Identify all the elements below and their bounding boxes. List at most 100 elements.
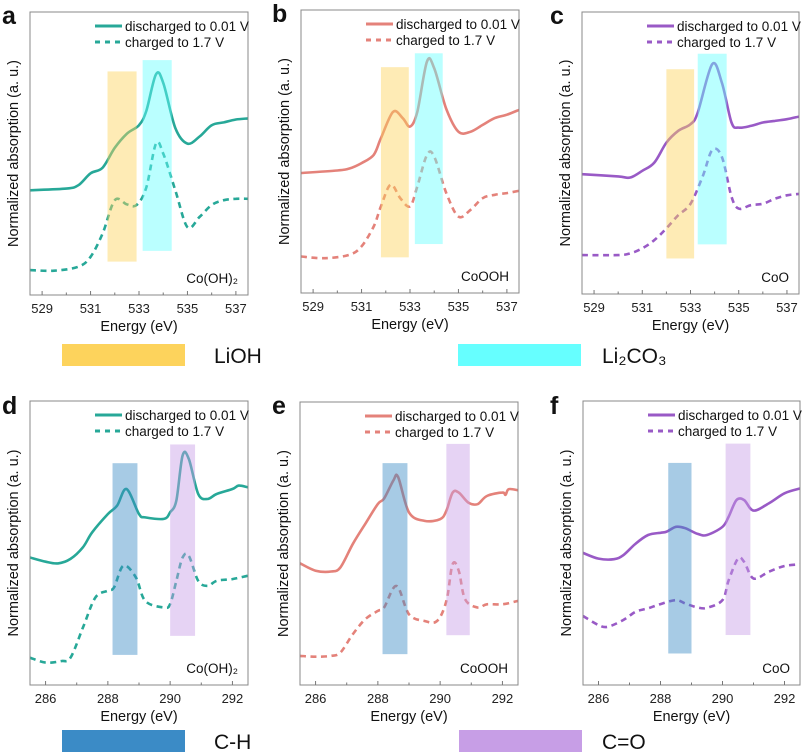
legend-label: discharged to 0.01 V [125,19,249,34]
legend-label: charged to 1.7 V [125,424,224,439]
x-tick-label: 533 [680,300,702,315]
plot-frame [29,11,249,296]
legend-label: discharged to 0.01 V [125,408,249,423]
band-second [697,53,727,245]
plot-frame [300,9,520,294]
key-swatch [459,730,582,752]
band-first [112,463,138,655]
panel-label: e [272,392,286,420]
panel-a: a 529 531 533 535 537 Energy (eV) Normalized ab… [2,2,249,335]
key-swatch [62,730,185,752]
band-second [446,443,470,636]
panel-label: d [2,392,17,420]
panel-d: d 286 288 290 292 Energy (eV) Normalized absor… [2,392,249,725]
series-discharged-line [29,71,249,192]
y-axis-label: Normalized absorption (a. u.) [6,450,22,637]
legend-label: discharged to 0.01 V [678,408,802,423]
band-first [666,69,695,259]
x-tick-label: 529 [31,301,53,316]
x-tick-label: 537 [225,301,247,316]
series-charged-line [581,147,800,257]
x-tick-label: 288 [650,691,672,706]
y-axis-label: Normalized absorption (a. u.) [276,450,292,637]
plot-frame [299,401,519,686]
series-charged-line [29,140,249,273]
x-tick-label: 286 [35,691,57,706]
y-axis-label: Normalized absorption (a. u.) [6,60,22,247]
band-first [107,71,137,262]
sample-label: Co(OH)₂ [186,661,238,676]
x-tick-label: 533 [399,299,421,314]
key-label: C-H [214,731,251,754]
legend-label: discharged to 0.01 V [395,409,519,424]
key-2: C-H [62,730,251,754]
sample-label: CoOOH [461,269,509,284]
key-label: LiOH [214,345,262,368]
band-second [142,60,172,251]
band-first [380,67,409,258]
x-tick-label: 537 [776,300,798,315]
key-0: LiOH [62,344,262,368]
panel-f: f 286 288 290 292 Energy (eV) Normalized absor… [550,392,802,725]
x-axis-label: Energy (eV) [652,318,729,334]
x-tick-label: 292 [222,691,244,706]
legend-label: charged to 1.7 V [677,35,776,50]
x-tick-label: 288 [367,691,389,706]
x-tick-label: 290 [429,691,451,706]
legend-label: charged to 1.7 V [678,424,777,439]
key-label: C=O [602,731,646,754]
sample-label: CoO [762,661,790,676]
band-first [668,462,692,654]
y-axis-label: Normalized absorption (a. u.) [558,60,574,247]
key-label: Li₂CO₃ [602,345,667,368]
series-discharged-line [582,487,801,561]
x-tick-label: 535 [177,301,199,316]
key-swatch [62,344,185,366]
x-tick-label: 533 [128,301,150,316]
series-charged-line [300,150,520,260]
panel-label: b [272,0,287,28]
x-axis-label: Energy (eV) [370,709,447,725]
x-tick-label: 288 [97,691,119,706]
panel-c: c 529 531 533 535 537 Energy (eV) Normalized ab… [550,2,801,334]
y-axis-label: Normalized absorption (a. u.) [559,450,575,637]
legend-label: charged to 1.7 V [125,35,224,50]
band-second [725,443,751,636]
series-discharged-line [300,57,520,175]
legend-label: charged to 1.7 V [396,33,495,48]
key-1: Li₂CO₃ [458,344,667,368]
series-charged-line [582,556,801,629]
legend-label: discharged to 0.01 V [396,17,520,32]
x-tick-label: 286 [305,691,327,706]
x-tick-label: 292 [492,691,514,706]
x-tick-label: 531 [351,299,373,314]
legend-label: discharged to 0.01 V [677,19,801,34]
band-second [170,444,196,636]
panel-e: e 286 288 290 292 Energy (eV) Normalized absor… [272,392,519,725]
x-axis-label: Energy (eV) [653,709,730,725]
series-charged-line [29,552,249,665]
x-tick-label: 529 [302,299,324,314]
y-axis-label: Normalized absorption (a. u.) [277,58,293,245]
series-discharged-line [29,450,249,565]
x-tick-label: 292 [774,691,796,706]
band-second [414,53,443,245]
x-tick-label: 535 [728,300,750,315]
panel-label: c [550,2,564,30]
sample-label: Co(OH)₂ [186,271,238,286]
panel-label: a [2,2,17,30]
x-axis-label: Energy (eV) [100,319,177,335]
key-swatch [458,344,581,366]
x-tick-label: 290 [159,691,181,706]
x-tick-label: 290 [712,691,734,706]
plot-frame [29,400,249,686]
x-tick-label: 529 [583,300,605,315]
x-tick-label: 531 [80,301,102,316]
sample-label: CoOOH [460,661,508,676]
x-tick-label: 286 [588,691,610,706]
band-first [382,463,408,655]
x-axis-label: Energy (eV) [371,317,448,333]
sample-label: CoO [761,270,789,285]
